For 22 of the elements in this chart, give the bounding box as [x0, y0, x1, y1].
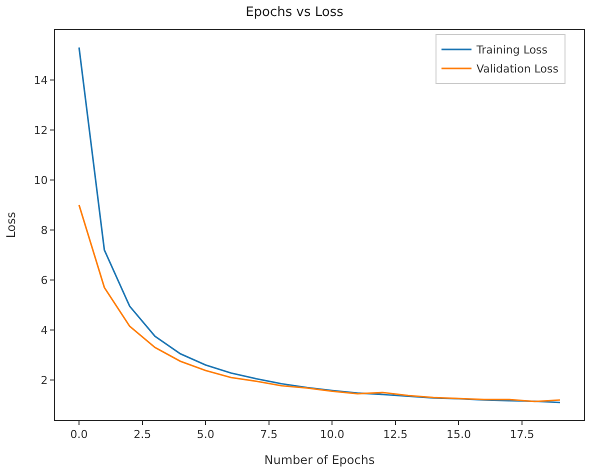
y-tick-label: 10 — [34, 174, 48, 187]
x-tick-label: 12.5 — [383, 428, 408, 442]
x-tick-label: 0.0 — [70, 428, 88, 442]
x-tick-label: 5.0 — [196, 428, 214, 442]
x-tick-label: 17.5 — [510, 428, 534, 442]
line-series — [78, 46, 561, 404]
y-tick-label: 4 — [40, 324, 48, 337]
y-tick-label: 12 — [34, 124, 48, 137]
x-tick-label: 15.0 — [446, 428, 471, 442]
x-tick-label: 2.5 — [134, 428, 152, 442]
legend-label: Validation Loss — [476, 62, 559, 76]
legend-label: Training Loss — [475, 44, 548, 57]
x-tick-label: 7.5 — [260, 428, 278, 442]
chart-title: Epochs vs Loss — [246, 5, 344, 20]
y-tick-label: 6 — [40, 274, 48, 287]
line-series — [78, 204, 561, 402]
y-axis-title: Loss — [4, 212, 18, 238]
x-tick-label: 10.0 — [320, 428, 344, 442]
x-axis-title: Number of Epochs — [264, 453, 375, 468]
y-tick-label: 8 — [40, 224, 48, 237]
y-tick-label: 14 — [34, 74, 48, 87]
y-tick-label: 2 — [40, 374, 48, 387]
